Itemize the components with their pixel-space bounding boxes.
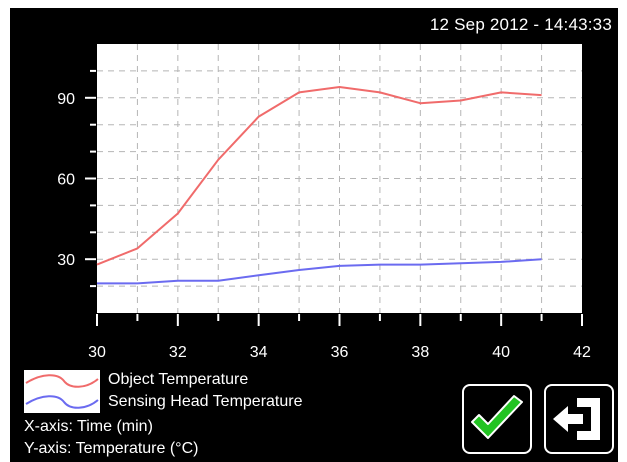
x-tick-label: 34 — [250, 344, 268, 361]
x-tick-label: 30 — [88, 344, 106, 361]
series-line-sensing-head-temperature — [97, 258, 542, 285]
legend-label-sensing-head-temperature: Sensing Head Temperature — [108, 393, 303, 410]
legend-swatch-object-temperature — [24, 370, 100, 392]
y-tick-label: 90 — [57, 91, 75, 108]
confirm-button[interactable] — [462, 384, 532, 454]
x-tick-label: 42 — [573, 344, 591, 361]
datetime-display: 12 Sep 2012 - 14:43:33 — [429, 15, 612, 34]
checkmark-icon — [471, 395, 523, 439]
x-axis-note: X-axis: Time (min) — [24, 418, 153, 435]
y-tick-label: 30 — [57, 252, 75, 269]
legend-item-object-temperature: Object Temperature — [24, 370, 354, 392]
exit-button[interactable] — [544, 384, 614, 454]
exit-icon — [553, 398, 600, 440]
x-tick-label: 32 — [169, 344, 187, 361]
y-tick-label: 60 — [57, 172, 75, 189]
chart-legend: Object Temperature Sensing Head Temperat… — [24, 370, 354, 414]
x-tick-label: 36 — [331, 344, 349, 361]
legend-item-sensing-head-temperature: Sensing Head Temperature — [24, 392, 354, 414]
legend-label-object-temperature: Object Temperature — [108, 371, 249, 388]
device-screen: 12 Sep 2012 - 14:43:33 30 32 34 36 38 40 42 30 6… — [10, 8, 618, 462]
legend-swatch-sensing-head-temperature — [24, 392, 100, 413]
x-tick-label: 40 — [492, 344, 510, 361]
y-axis-note: Y-axis: Temperature (°C) — [24, 440, 199, 457]
series-line-object-temperature — [96, 86, 542, 266]
x-tick-label: 38 — [411, 344, 429, 361]
temperature-chart: 30 32 34 36 38 40 42 30 60 90 — [57, 44, 591, 361]
